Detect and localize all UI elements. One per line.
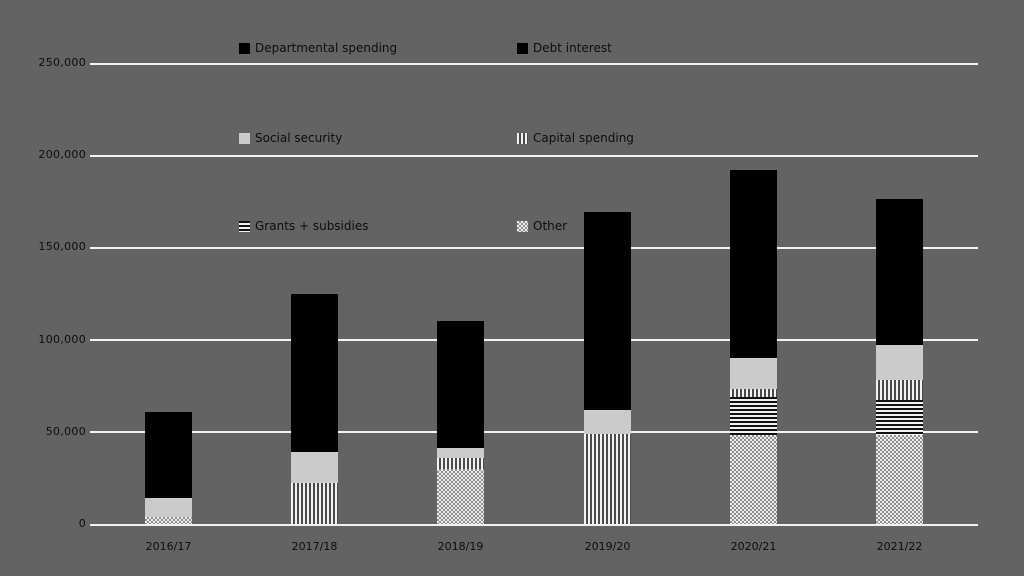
- gridline: [90, 246, 978, 249]
- legend-item: Capital spending: [517, 131, 634, 145]
- bar-segment-solid-black: [145, 411, 192, 499]
- y-tick-label: 50,000: [45, 424, 86, 438]
- gridline: [90, 154, 978, 157]
- legend-label: Capital spending: [533, 131, 634, 145]
- legend-marker-checker: [517, 220, 528, 232]
- bar-segment-solid-black: [876, 199, 923, 346]
- bar-segment-vstripe: [730, 389, 777, 397]
- gridline: [90, 431, 978, 434]
- bar-segment-checker: [437, 468, 484, 524]
- y-tick-label: 200,000: [38, 148, 86, 162]
- legend-item: Departmental spending: [239, 41, 397, 55]
- y-tick-label: 100,000: [38, 332, 86, 346]
- legend-item: Grants + subsidies: [239, 219, 368, 233]
- legend-label: Departmental spending: [255, 41, 398, 55]
- bar-segment-vstripe: [876, 380, 923, 401]
- x-tick-label: 2021/22: [876, 540, 923, 553]
- y-tick-label: 250,000: [38, 56, 86, 69]
- bar-segment-vstripe: [584, 433, 631, 524]
- gridline: [90, 523, 978, 526]
- x-tick-label: 2019/20: [584, 540, 631, 553]
- bar-segment-solid-gray: [876, 345, 923, 381]
- y-tick-label: 150,000: [38, 240, 86, 254]
- legend-marker-solid-black: [517, 42, 528, 54]
- legend-label: Other: [533, 219, 568, 233]
- legend-marker-vstripe: [517, 132, 528, 144]
- bar-segment-solid-black: [584, 212, 631, 410]
- legend-label: Social security: [255, 131, 343, 145]
- bar-segment-solid-gray: [584, 409, 631, 434]
- legend-item: Social security: [239, 131, 342, 145]
- x-tick-label: 2017/18: [291, 540, 338, 553]
- legend-marker-solid-black: [239, 42, 250, 54]
- bar-segment-solid-gray: [730, 358, 777, 390]
- bar-segment-solid-gray: [145, 498, 192, 517]
- bar-segment-checker: [730, 435, 777, 524]
- x-tick-label: 2020/21: [730, 540, 777, 553]
- legend-item: Other: [517, 219, 567, 233]
- bar-segment-solid-gray: [437, 448, 484, 458]
- bar-segment-solid-black: [730, 169, 777, 359]
- gridline: [90, 62, 978, 65]
- y-tick-label: 0: [78, 517, 86, 530]
- gridline: [90, 339, 978, 342]
- bar-segment-hstripe: [876, 400, 923, 436]
- bar-segment-solid-black: [291, 293, 338, 453]
- bar-segment-solid-gray: [291, 452, 338, 484]
- legend-marker-solid-gray: [239, 132, 250, 144]
- bar-segment-hstripe: [730, 396, 777, 436]
- bar-segment-checker: [876, 435, 923, 524]
- bar-segment-vstripe: [437, 457, 484, 469]
- bar-segment-checker: [145, 516, 192, 524]
- legend-item: Debt interest: [517, 41, 612, 55]
- x-tick-label: 2016/17: [145, 540, 192, 553]
- legend-label: Grants + subsidies: [255, 219, 369, 233]
- legend-marker-hstripe: [239, 220, 250, 232]
- legend-label: Debt interest: [533, 41, 612, 55]
- bar-segment-vstripe: [291, 483, 338, 524]
- bar-segment-solid-black: [437, 321, 484, 449]
- x-tick-label: 2018/19: [437, 540, 484, 553]
